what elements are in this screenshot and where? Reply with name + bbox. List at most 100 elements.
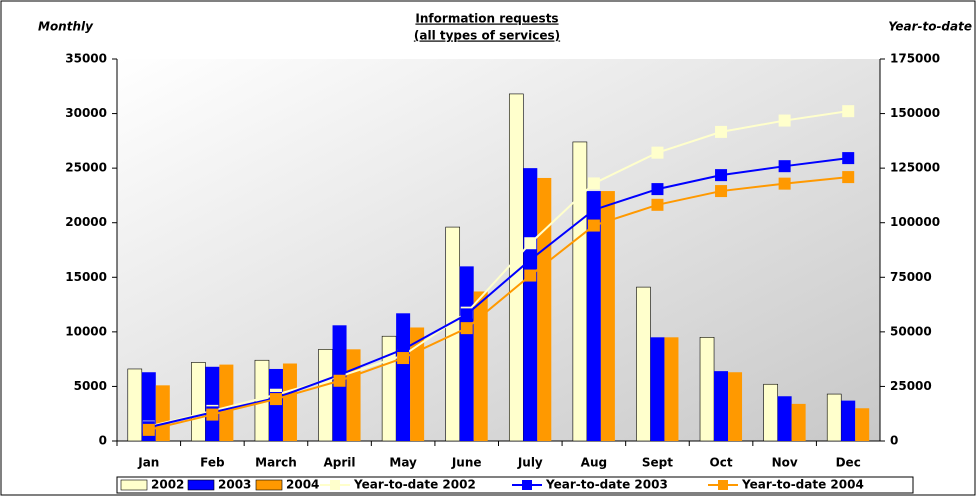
bar <box>855 408 870 441</box>
bar <box>636 286 651 442</box>
legend-swatch <box>187 479 215 491</box>
legend-marker <box>522 480 532 490</box>
bar <box>318 349 333 442</box>
bar <box>777 396 792 441</box>
legend-label: Year-to-date 2002 <box>353 478 476 492</box>
y2-tick-label: 175000 <box>890 52 940 66</box>
legend-label: 2004 <box>286 478 319 492</box>
marker <box>778 177 791 190</box>
x-tick-label: July <box>517 456 543 470</box>
y-tick-label: 20000 <box>65 215 107 229</box>
x-tick-label: May <box>389 456 417 470</box>
bar <box>282 363 297 441</box>
bar <box>586 191 601 441</box>
y2-tick-label: 150000 <box>890 106 940 120</box>
bar <box>572 141 588 442</box>
bar <box>219 364 234 441</box>
bar <box>523 168 538 441</box>
x-tick-label: April <box>324 456 356 470</box>
y2-tick-label: 75000 <box>890 270 932 284</box>
bar <box>473 291 488 441</box>
bar <box>410 327 425 441</box>
y-tick-label: 0 <box>99 434 107 448</box>
marker <box>524 253 537 266</box>
x-tick-label: June <box>451 456 482 470</box>
y2-axis-label: Year-to-date <box>888 20 972 34</box>
marker <box>651 183 664 196</box>
bar <box>205 366 220 441</box>
x-tick-label: Jan <box>137 456 159 470</box>
marker <box>778 160 791 173</box>
chart-subtitle: (all types of services) <box>414 29 560 43</box>
y-tick-label: 5000 <box>74 379 107 393</box>
bar <box>763 383 778 442</box>
y2-tick-label: 0 <box>890 434 898 448</box>
y-tick-label: 10000 <box>65 324 107 338</box>
bar <box>600 191 615 441</box>
bar <box>791 403 806 441</box>
bar <box>127 368 143 442</box>
marker <box>269 393 282 406</box>
legend-label: Year-to-date 2003 <box>545 478 668 492</box>
bar <box>396 313 411 441</box>
marker <box>842 105 855 118</box>
line <box>148 110 849 428</box>
bar <box>664 337 679 441</box>
marker <box>397 352 410 365</box>
y-tick-label: 15000 <box>65 270 107 284</box>
marker <box>524 237 537 250</box>
y-axis-label: Monthly <box>38 20 94 34</box>
bar <box>841 400 856 441</box>
marker <box>587 177 600 190</box>
plot-area <box>117 59 880 441</box>
marker <box>651 198 664 211</box>
bar <box>459 266 474 441</box>
marker <box>715 169 728 182</box>
line <box>148 176 849 431</box>
marker <box>587 203 600 216</box>
marker <box>778 114 791 127</box>
x-tick-label: Dec <box>836 456 861 470</box>
bar <box>155 385 170 441</box>
legend-label: 2003 <box>218 478 251 492</box>
y2-tick-label: 125000 <box>890 161 940 175</box>
marker <box>206 408 219 421</box>
bar <box>537 177 552 442</box>
marker <box>333 374 346 387</box>
legend-label: 2002 <box>151 478 184 492</box>
legend-swatch <box>120 479 148 491</box>
x-tick-label: Feb <box>200 456 225 470</box>
legend-swatch <box>255 479 283 491</box>
y-tick-label: 25000 <box>65 161 107 175</box>
marker <box>651 146 664 159</box>
bar <box>699 337 715 442</box>
marker <box>715 185 728 198</box>
x-tick-label: March <box>255 456 297 470</box>
x-tick-label: Sept <box>642 456 673 470</box>
y-tick-label: 35000 <box>65 52 107 66</box>
x-tick-label: Nov <box>772 456 798 470</box>
bar <box>191 362 206 442</box>
bar <box>346 349 361 441</box>
line <box>148 157 849 429</box>
legend-marker <box>718 480 728 490</box>
legend-label: Year-to-date 2004 <box>741 478 864 492</box>
bar <box>728 372 743 441</box>
marker <box>460 308 473 321</box>
marker <box>524 269 537 282</box>
y-tick-label: 30000 <box>65 106 107 120</box>
marker <box>842 152 855 165</box>
x-tick-label: Aug <box>581 456 607 470</box>
legend-marker <box>330 480 340 490</box>
marker <box>587 219 600 232</box>
y2-tick-label: 100000 <box>890 215 940 229</box>
marker <box>842 171 855 184</box>
marker <box>142 423 155 436</box>
marker <box>460 322 473 335</box>
bar <box>714 371 729 441</box>
x-tick-label: Oct <box>710 456 733 470</box>
chart-title: Information requests <box>415 12 558 26</box>
y2-tick-label: 50000 <box>890 324 932 338</box>
bar <box>826 393 842 442</box>
